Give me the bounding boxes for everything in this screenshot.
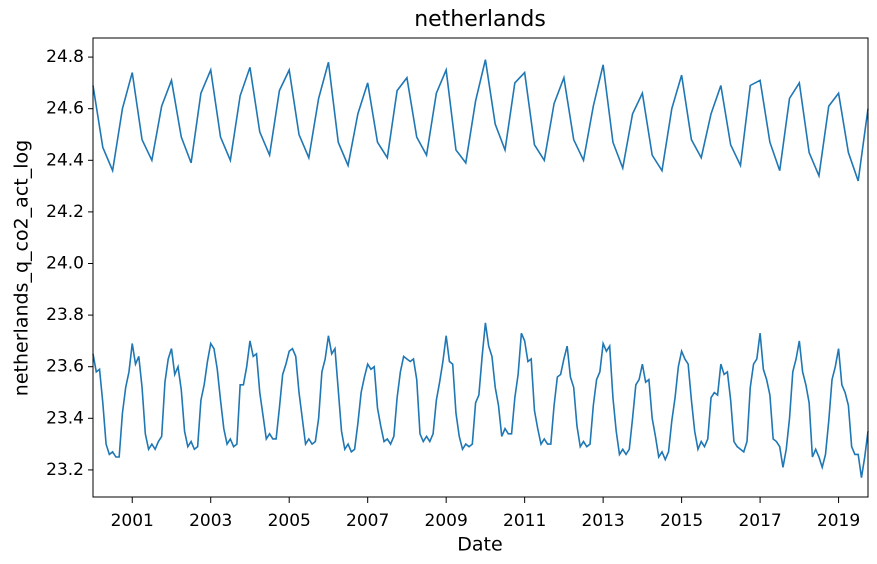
y-tick-label: 24.4 — [46, 150, 84, 170]
y-tick-label: 24.0 — [46, 254, 84, 274]
x-tick-label: 2007 — [346, 511, 389, 531]
y-tick-label: 23.2 — [46, 460, 84, 480]
series-line — [92, 322, 869, 478]
x-tick-label: 2013 — [581, 511, 624, 531]
y-tick-label: 24.8 — [46, 47, 84, 67]
x-tick-label: 2003 — [189, 511, 232, 531]
y-tick-label: 23.6 — [46, 357, 84, 377]
x-tick-label: 2005 — [268, 511, 311, 531]
y-axis-label: netherlands_q_co2_act_log — [11, 140, 33, 396]
y-tick-label: 23.8 — [46, 305, 84, 325]
chart-title: netherlands — [414, 7, 546, 32]
x-tick-label: 2001 — [111, 511, 154, 531]
x-tick-label: 2019 — [817, 511, 860, 531]
x-tick-label: 2015 — [660, 511, 703, 531]
x-tick-label: 2017 — [738, 511, 781, 531]
y-tick-label: 23.4 — [46, 408, 84, 428]
plot-frame — [92, 37, 869, 498]
y-tick-label: 24.6 — [46, 99, 84, 119]
x-tick-label: 2009 — [425, 511, 468, 531]
y-tick-label: 24.2 — [46, 202, 84, 222]
x-tick-label: 2011 — [503, 511, 546, 531]
series-line — [92, 59, 869, 182]
x-axis-label: Date — [457, 534, 502, 556]
